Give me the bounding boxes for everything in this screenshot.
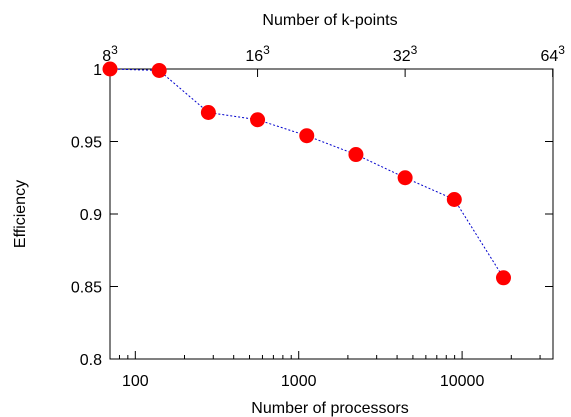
x2-tick-label: 643 — [540, 43, 565, 65]
data-series — [102, 61, 511, 286]
y-tick-label: 0.95 — [71, 135, 102, 152]
x2-tick-label: 163 — [245, 43, 270, 65]
data-point — [495, 270, 511, 286]
x-axis-label: Number of processors — [251, 400, 408, 417]
data-point — [151, 62, 167, 78]
y-tick-label: 0.85 — [71, 280, 102, 297]
data-point — [200, 105, 216, 120]
ticks-group: 0.8 0.85 0.9 0.95 1 100 1000 10000 83 163 323 643 — [71, 43, 565, 390]
series-line — [109, 68, 504, 279]
data-point — [446, 192, 462, 207]
data-point — [299, 128, 315, 144]
x-tick-label: 10000 — [440, 373, 485, 390]
x2-tick-label: 83 — [102, 43, 118, 65]
y-axis-label: Efficiency — [12, 180, 29, 248]
y-tick-label: 0.9 — [80, 207, 102, 224]
y-tick-label: 1 — [93, 62, 102, 79]
plot-frame — [109, 68, 554, 360]
x-tick-label: 1000 — [281, 373, 317, 390]
y-tick-label: 0.8 — [80, 352, 102, 369]
plot-frame-group — [109, 68, 554, 360]
x2-tick-label: 323 — [393, 43, 418, 65]
data-point — [348, 147, 364, 163]
data-point — [397, 170, 413, 186]
x2-axis-label: Number of k-points — [262, 12, 397, 29]
data-point — [102, 61, 118, 77]
x-tick-label: 100 — [122, 373, 149, 390]
data-point — [250, 112, 266, 128]
